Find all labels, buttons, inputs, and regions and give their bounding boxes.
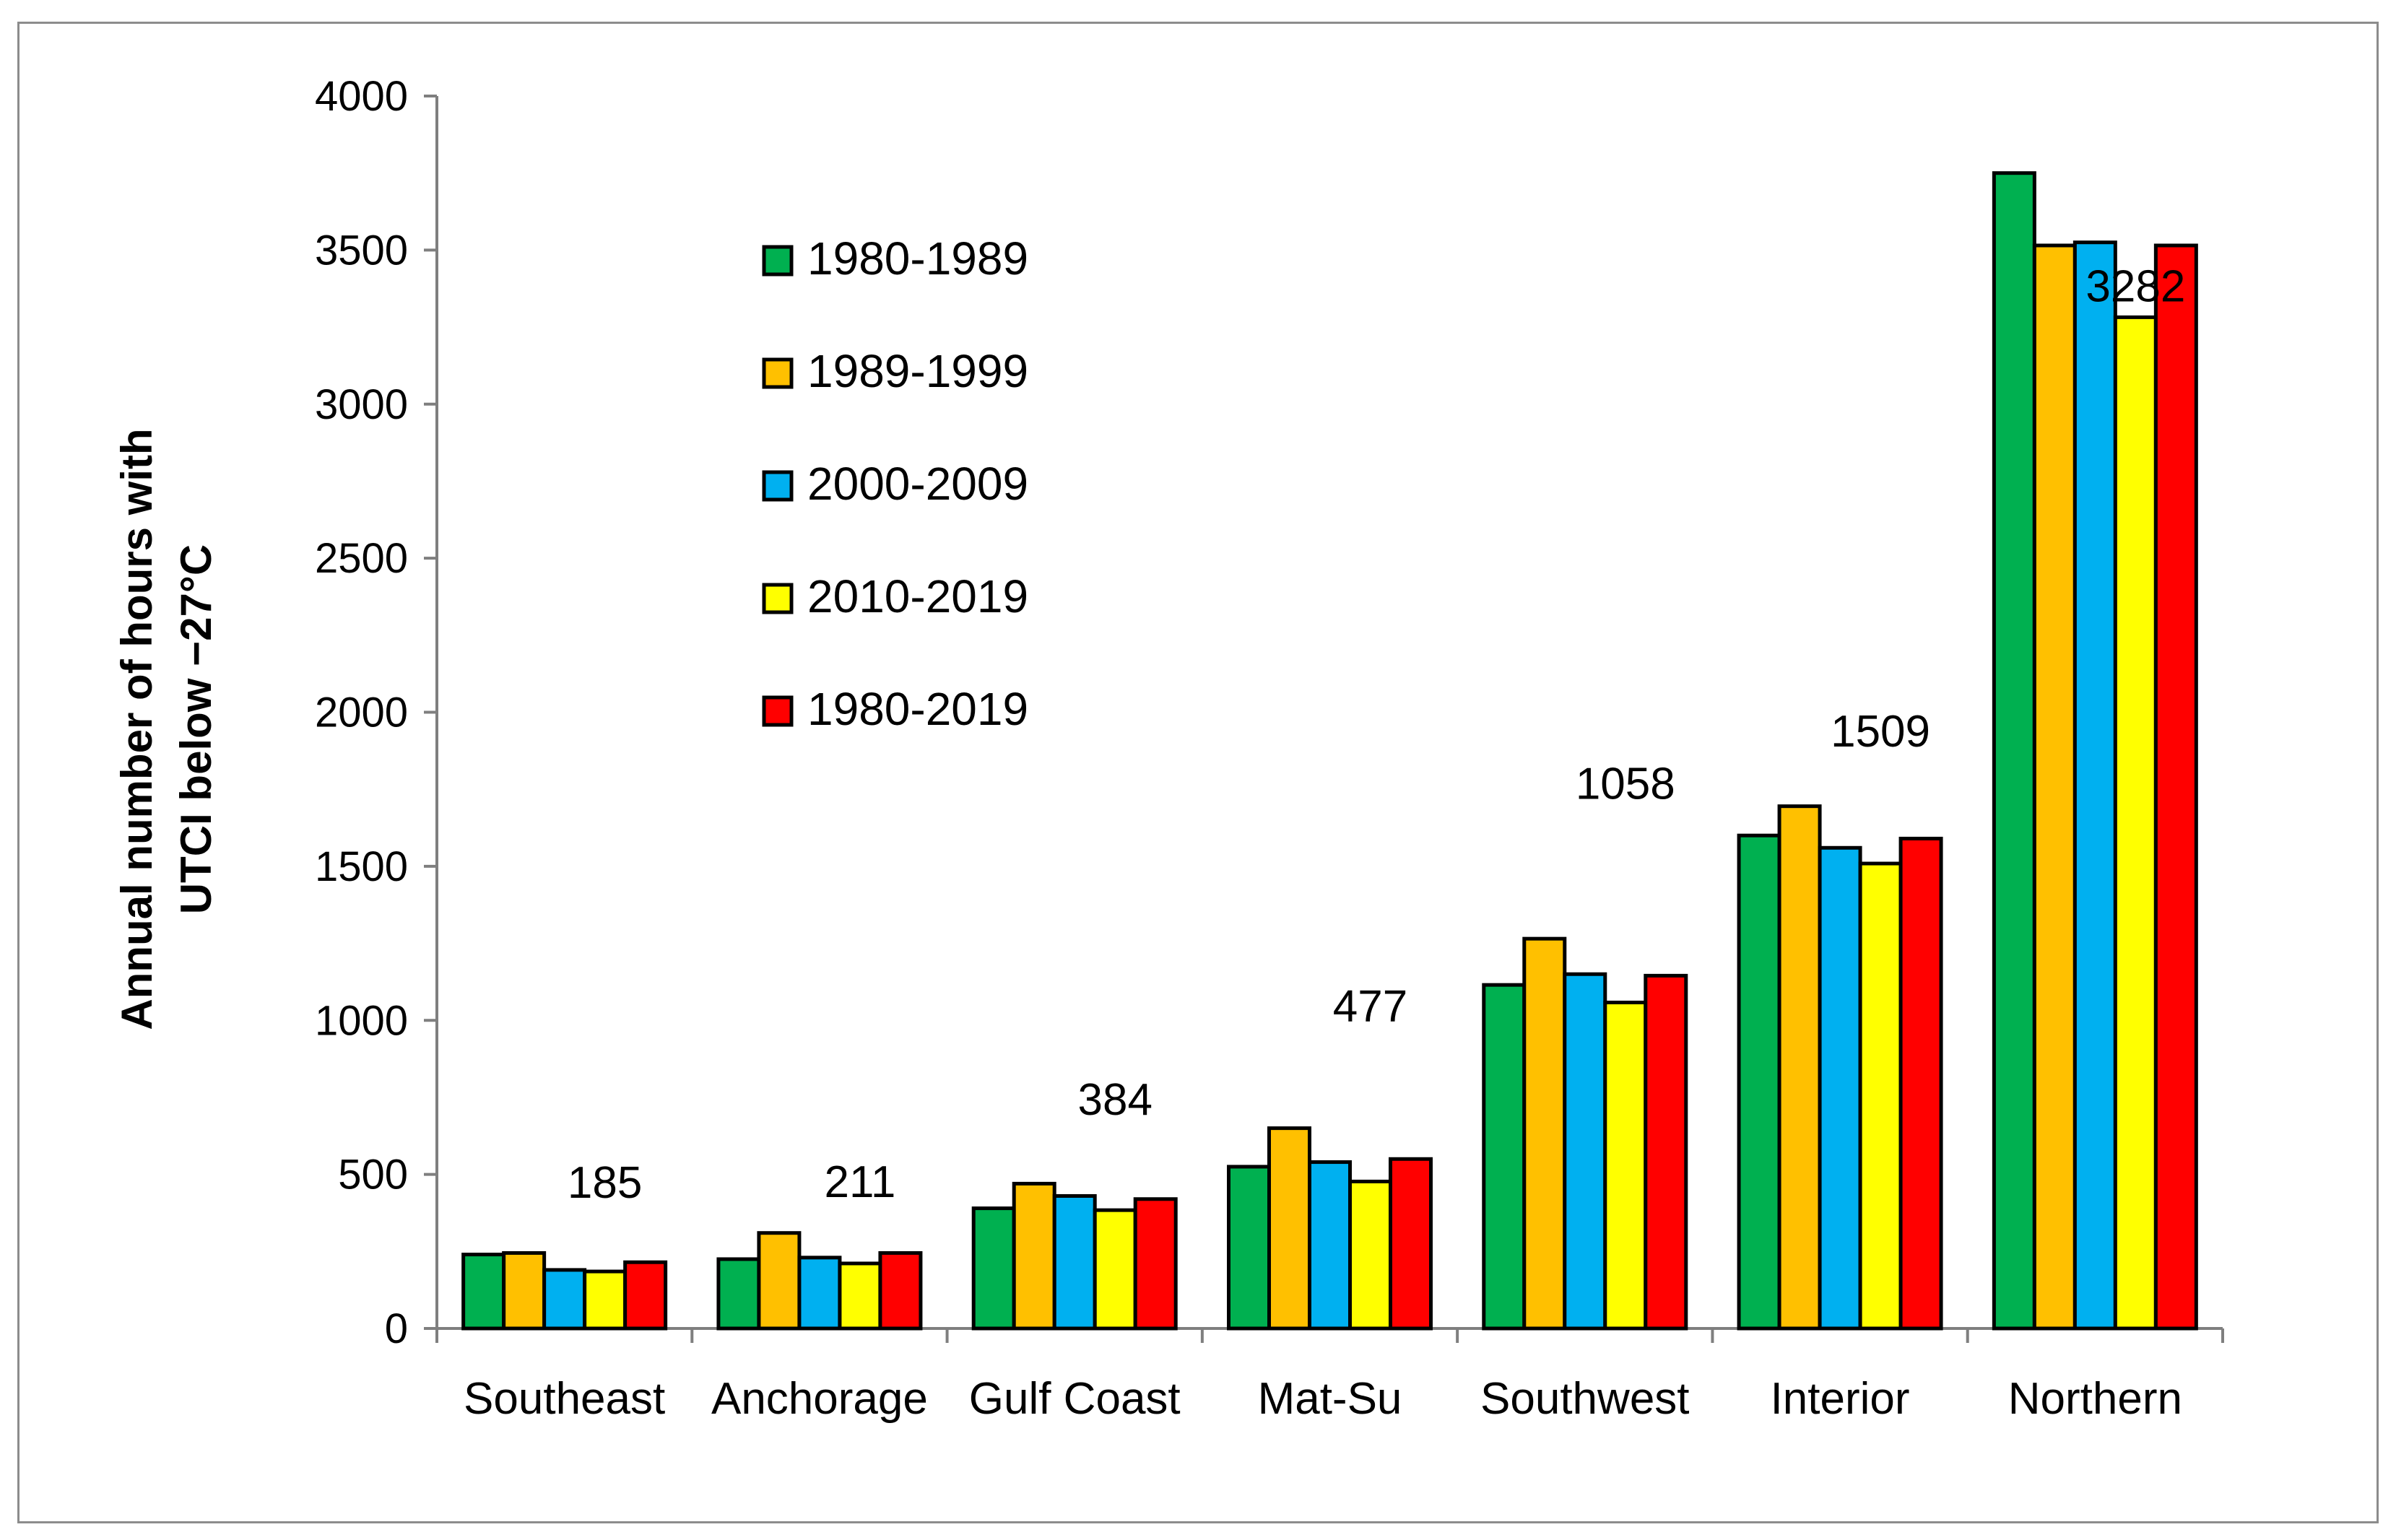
bar [838,1261,882,1331]
bar [461,1253,506,1331]
bar [1052,1193,1097,1331]
bar [502,1250,547,1331]
data-label: 3282 [2085,261,2185,311]
data-label: 1509 [1831,707,1930,757]
y-tick-label: 500 [338,1152,408,1198]
y-axis-title-line-1: Annual number of hours with [113,428,161,1030]
bar [971,1206,1016,1331]
legend-swatch [762,470,794,502]
y-tick-label: 1500 [315,843,408,890]
bar [2072,240,2117,1331]
data-label: 477 [1333,981,1407,1031]
y-tick-label: 2000 [315,689,408,736]
bar [797,1256,842,1331]
x-tick-label: Northern [2008,1374,2182,1424]
data-labels: 185 211 384 477 1058 1509 3282 [568,261,2185,1208]
bar [623,1260,668,1331]
x-tick-label: Southwest [1480,1374,1690,1424]
y-tick-label: 2500 [315,535,408,582]
y-axis-title: Annual number of hours with UTCI below −… [113,428,220,1030]
data-label: 384 [1077,1075,1152,1125]
bar [1563,972,1607,1331]
x-tick-label: Mat-Su [1258,1374,1402,1424]
bar [1012,1181,1056,1331]
bar [1482,983,1527,1331]
chart-frame [17,22,2379,1523]
bar [1522,936,1567,1331]
bar [1898,836,1943,1331]
bar [2113,315,2158,1331]
legend-swatch [762,357,794,389]
legend-label: 1989-1999 [807,345,1028,397]
bar [757,1231,802,1331]
bar [1093,1208,1137,1331]
legend-label: 2000-2009 [807,458,1028,510]
legend: 1980-1989 1989-1999 2000-2009 2010-2019 1980… [762,232,1028,735]
x-tick-label: Interior [1771,1374,1910,1424]
bar [1858,861,1903,1331]
bar [1308,1160,1352,1331]
bar [2032,243,2077,1331]
y-tick-label: 0 [385,1305,408,1352]
bar [1348,1179,1392,1331]
y-tick-label: 4000 [315,73,408,120]
bar [716,1257,761,1331]
bar [542,1268,587,1331]
x-tick-label: Anchorage [711,1374,928,1424]
bars [461,171,2198,1331]
legend-label: 2010-2019 [807,570,1028,622]
bar [1737,833,1781,1331]
legend-label: 1980-1989 [807,232,1028,284]
bar [1777,804,1822,1331]
y-tick-label: 3000 [315,381,408,428]
data-label: 185 [568,1158,642,1208]
data-label: 1058 [1576,759,1675,809]
legend-swatch [762,583,794,614]
legend-label: 1980-2019 [807,683,1028,735]
legend-swatch [762,245,794,277]
bar [1267,1126,1311,1331]
x-tick-label: Southeast [464,1374,665,1424]
y-tick-label: 1000 [315,997,408,1044]
bar [1818,845,1862,1331]
bar [1227,1165,1271,1331]
bar [583,1269,628,1331]
bar [1992,171,2036,1331]
bar [1644,973,1688,1331]
x-tick-label: Gulf Coast [969,1374,1181,1424]
bar [1603,1000,1648,1331]
data-label: 211 [825,1157,896,1207]
legend-swatch [762,695,794,727]
bar [1389,1157,1433,1331]
y-axis-title-line-2: UTCI below −27°C [172,544,220,914]
bar [2153,243,2198,1331]
y-tick-label: 3500 [315,227,408,274]
bar [878,1250,923,1331]
bar [1133,1197,1178,1331]
